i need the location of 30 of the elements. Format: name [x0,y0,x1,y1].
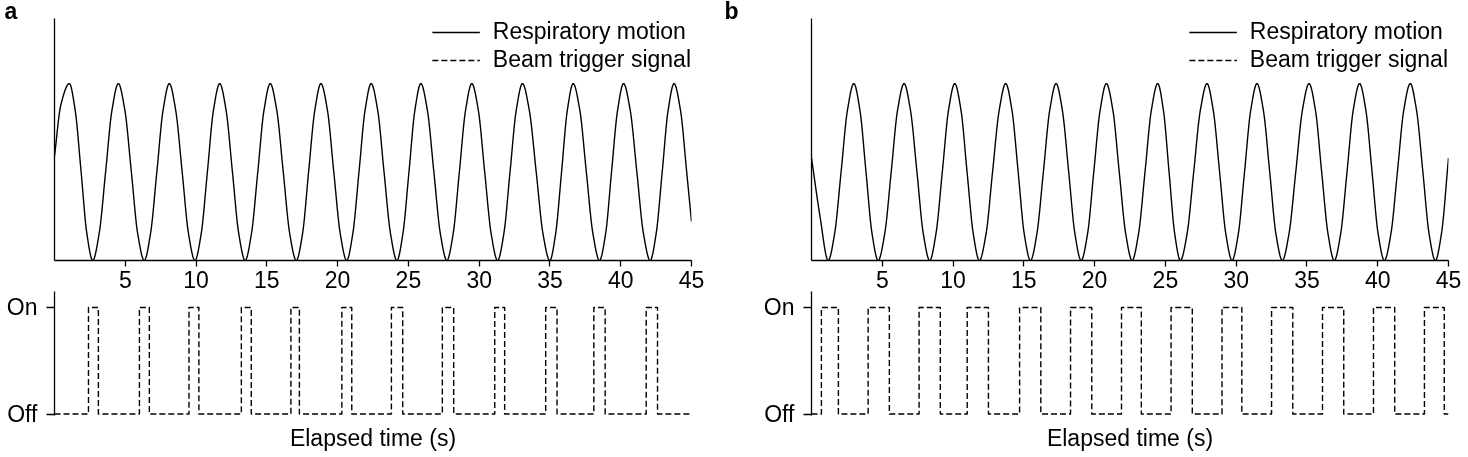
x-tick-label: 30 [1223,266,1249,293]
legend-label: Respiratory motion [1249,18,1443,45]
x-tick-label: 35 [1294,266,1320,293]
text: Off [764,401,796,428]
legend-label: Respiratory motion [492,18,686,45]
x-tick-label: 45 [678,266,705,293]
text: Beam trigger signal [492,46,691,73]
x-tick-label: 20 [1081,266,1108,293]
x-tick-label: 35 [537,266,563,293]
x-tick-label: 20 [324,266,351,293]
chart-title: b [724,0,739,24]
x-tick-label: 10 [183,266,209,293]
x-axis-title: Elapsed time (s) [289,424,457,451]
x-tick-label: 15 [254,266,280,293]
x-tick-label: 25 [1152,266,1179,293]
x-tick-label: 45 [1435,266,1462,293]
text: On [763,294,795,321]
x-tick-label: 5 [875,266,889,293]
x-tick-label: 40 [1364,266,1391,293]
x-tick-label: 10 [940,266,966,293]
text: On [6,294,38,321]
text: Off [7,401,39,428]
x-tick-label: 5 [118,266,132,293]
x-tick-label: 25 [395,266,422,293]
text: Beam trigger signal [1249,46,1448,73]
x-axis-title: Elapsed time (s) [1046,424,1214,451]
chart-title: a [4,0,18,24]
x-tick-label: 15 [1011,266,1037,293]
x-tick-label: 40 [607,266,634,293]
x-tick-label: 30 [466,266,492,293]
